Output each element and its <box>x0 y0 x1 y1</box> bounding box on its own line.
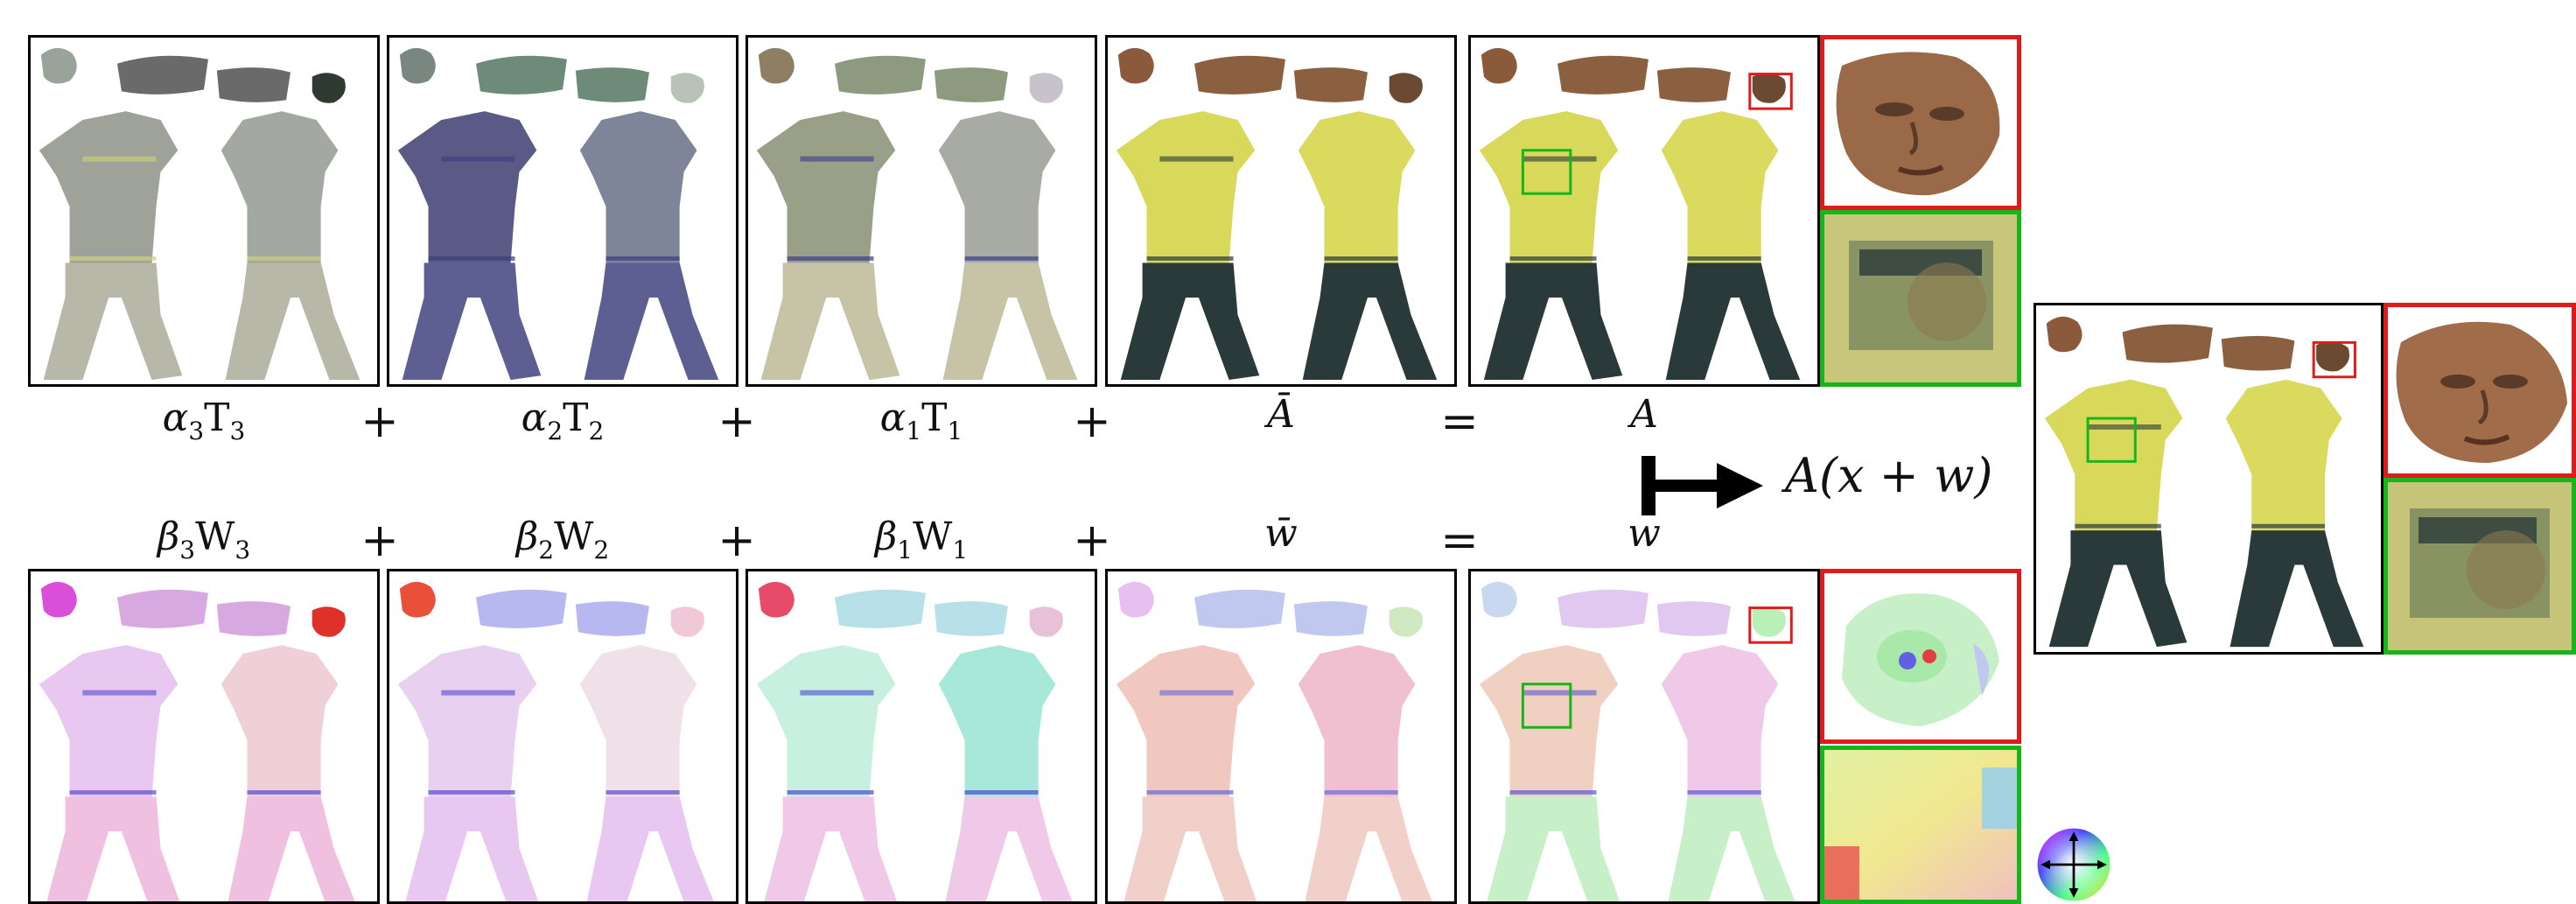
label-beta1-W1: β1W1 <box>874 515 969 564</box>
texture-basis-2-image <box>389 38 736 384</box>
final-texture-panel <box>1468 35 1820 387</box>
warp-basis-2-panel <box>387 569 738 904</box>
warped-result-image <box>2036 305 2381 652</box>
equals-operator: = <box>1440 515 1479 567</box>
plus-operator: + <box>718 515 756 567</box>
warp-basis-3-panel <box>28 569 380 904</box>
texture-basis-2-panel <box>387 35 738 387</box>
label-warp-w: w <box>1628 511 1661 556</box>
color-wheel-icon <box>2037 828 2110 901</box>
torso-zoom-warp <box>1820 746 2021 904</box>
torso-zoom-region-marker <box>2086 417 2137 463</box>
warp-basis-3-image <box>31 571 377 904</box>
final-warp-image <box>1471 571 1817 904</box>
mean-texture-panel <box>1105 35 1457 387</box>
equals-operator: = <box>1440 396 1479 448</box>
face-zoom-warped-result <box>2384 303 2576 478</box>
warp-basis-1-panel <box>746 569 1097 904</box>
label-mean-texture: Ā <box>1267 392 1295 437</box>
face-zoom-region-marker <box>2312 340 2356 379</box>
label-beta3-W3: β3W3 <box>157 515 251 564</box>
plus-operator: + <box>1073 396 1111 448</box>
final-warp-panel <box>1468 569 1820 904</box>
warped-texture-label: A(x + w) <box>1785 448 1993 503</box>
face-zoom-texture <box>1820 35 2021 210</box>
mean-warp-panel <box>1105 569 1457 904</box>
texture-basis-1-panel <box>746 35 1097 387</box>
torso-zoom-warped-result <box>2384 478 2576 655</box>
mean-texture-image <box>1108 38 1454 384</box>
torso-zoom-region-marker <box>1521 683 1572 729</box>
torso-zoom-region-marker <box>1521 149 1572 195</box>
warp-basis-2-image <box>389 571 736 904</box>
plus-operator: + <box>360 396 399 448</box>
warped-result-panel <box>2034 303 2384 655</box>
label-alpha1-T1: α1T1 <box>879 396 963 445</box>
mean-warp-image <box>1108 571 1454 904</box>
plus-operator: + <box>718 396 756 448</box>
warp-basis-1-image <box>748 571 1095 904</box>
label-alpha2-T2: α2T2 <box>521 396 605 445</box>
maps-to-arrow-icon <box>1642 456 1763 515</box>
label-texture-A: A <box>1630 392 1658 437</box>
face-zoom-region-marker <box>1748 606 1793 644</box>
plus-operator: + <box>360 515 399 567</box>
torso-zoom-texture <box>1820 210 2021 387</box>
label-alpha3-T3: α3T3 <box>162 396 246 445</box>
label-beta2-W2: β2W2 <box>515 515 610 564</box>
texture-basis-3-image <box>31 38 377 384</box>
face-zoom-region-marker <box>1748 73 1793 110</box>
plus-operator: + <box>1073 515 1111 567</box>
texture-basis-1-image <box>748 38 1095 384</box>
face-zoom-warp <box>1820 569 2021 744</box>
texture-basis-3-panel <box>28 35 380 387</box>
final-texture-image <box>1471 38 1817 384</box>
label-mean-warp: w̄ <box>1264 511 1298 556</box>
